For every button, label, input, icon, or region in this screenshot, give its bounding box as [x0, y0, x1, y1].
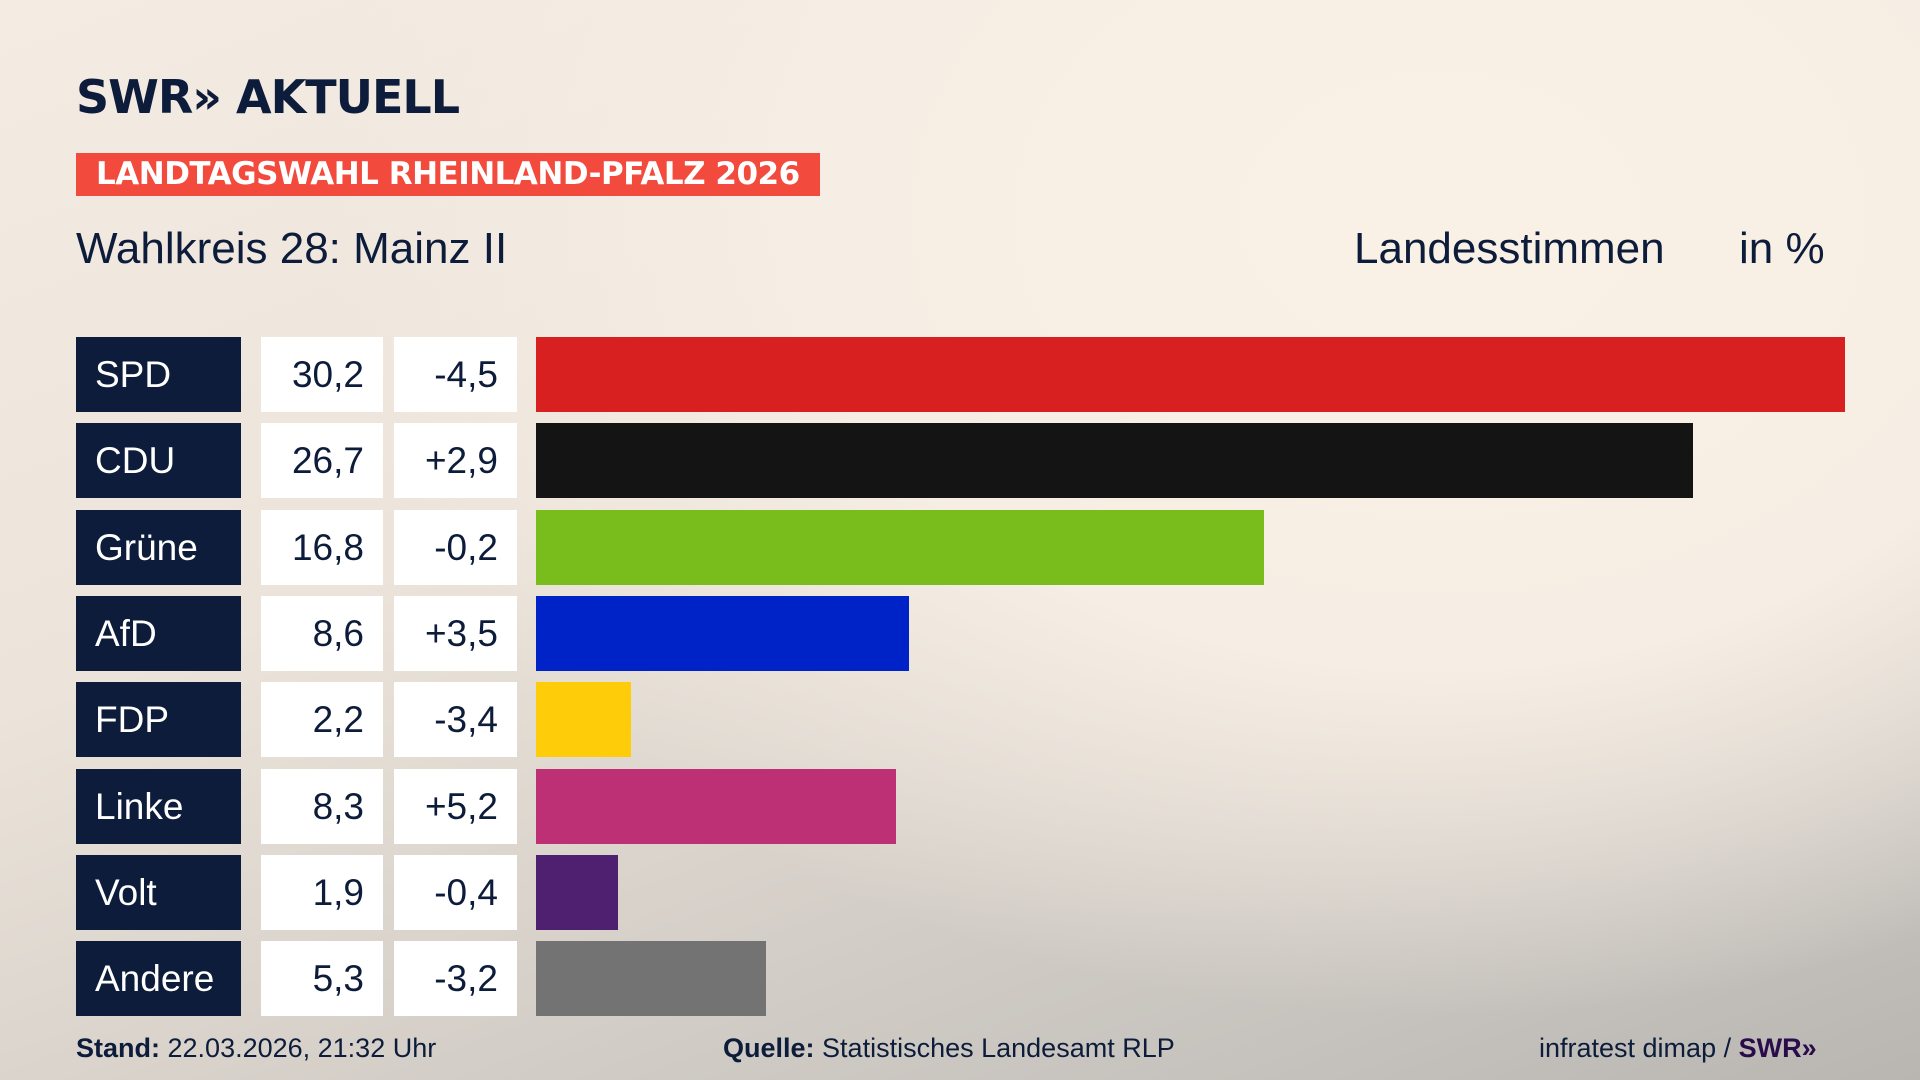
timestamp: Stand: 22.03.2026, 21:32 Uhr	[76, 1030, 436, 1066]
change-label: -3,2	[394, 941, 517, 1017]
source-value: Statistisches Landesamt RLP	[822, 1033, 1175, 1063]
change-label: -0,2	[394, 509, 517, 585]
value-label: 30,2	[261, 337, 383, 412]
stand-label: Stand:	[76, 1033, 160, 1063]
party-label: SPD	[76, 337, 241, 412]
party-label: Grüne	[76, 509, 241, 585]
change-label: -4,5	[394, 337, 517, 412]
party-label: Linke	[76, 768, 241, 844]
election-banner: LANDTAGSWAHL RHEINLAND-PFALZ 2026	[76, 153, 820, 196]
vote-type-label: Landesstimmen	[1354, 224, 1665, 273]
change-label: +3,5	[394, 595, 517, 671]
swr-aktuell-logo: SWR» AKTUELL	[76, 70, 460, 124]
party-label: CDU	[76, 423, 241, 499]
party-label: Andere	[76, 941, 241, 1017]
constituency-title: Wahlkreis 28: Mainz II	[76, 224, 508, 273]
bar-afd	[536, 595, 909, 671]
bar-andere	[536, 941, 766, 1017]
value-label: 26,7	[261, 423, 383, 499]
change-label: -0,4	[394, 854, 517, 930]
value-label: 8,3	[261, 768, 383, 844]
bar-fdp	[536, 682, 632, 758]
bar-cdu	[536, 423, 1694, 499]
value-label: 1,9	[261, 854, 383, 930]
party-label: AfD	[76, 595, 241, 671]
credit: infratest dimap / SWR»	[1539, 1030, 1817, 1066]
value-label: 5,3	[261, 941, 383, 1017]
credit-text: infratest dimap /	[1539, 1033, 1739, 1063]
source-label: Quelle:	[723, 1033, 815, 1063]
value-label: 2,2	[261, 682, 383, 758]
bar-grüne	[536, 509, 1265, 585]
source: Quelle: Statistisches Landesamt RLP	[723, 1030, 1175, 1066]
swr-logo: SWR»	[1738, 1033, 1817, 1063]
change-label: -3,4	[394, 682, 517, 758]
bar-volt	[536, 854, 619, 930]
value-label: 16,8	[261, 509, 383, 585]
change-label: +2,9	[394, 423, 517, 499]
value-label: 8,6	[261, 595, 383, 671]
party-label: FDP	[76, 682, 241, 758]
change-label: +5,2	[394, 768, 517, 844]
bar-linke	[536, 768, 896, 844]
bar-spd	[536, 337, 1845, 412]
unit-label: in %	[1739, 224, 1825, 273]
party-label: Volt	[76, 854, 241, 930]
stand-value: 22.03.2026, 21:32 Uhr	[167, 1033, 437, 1063]
